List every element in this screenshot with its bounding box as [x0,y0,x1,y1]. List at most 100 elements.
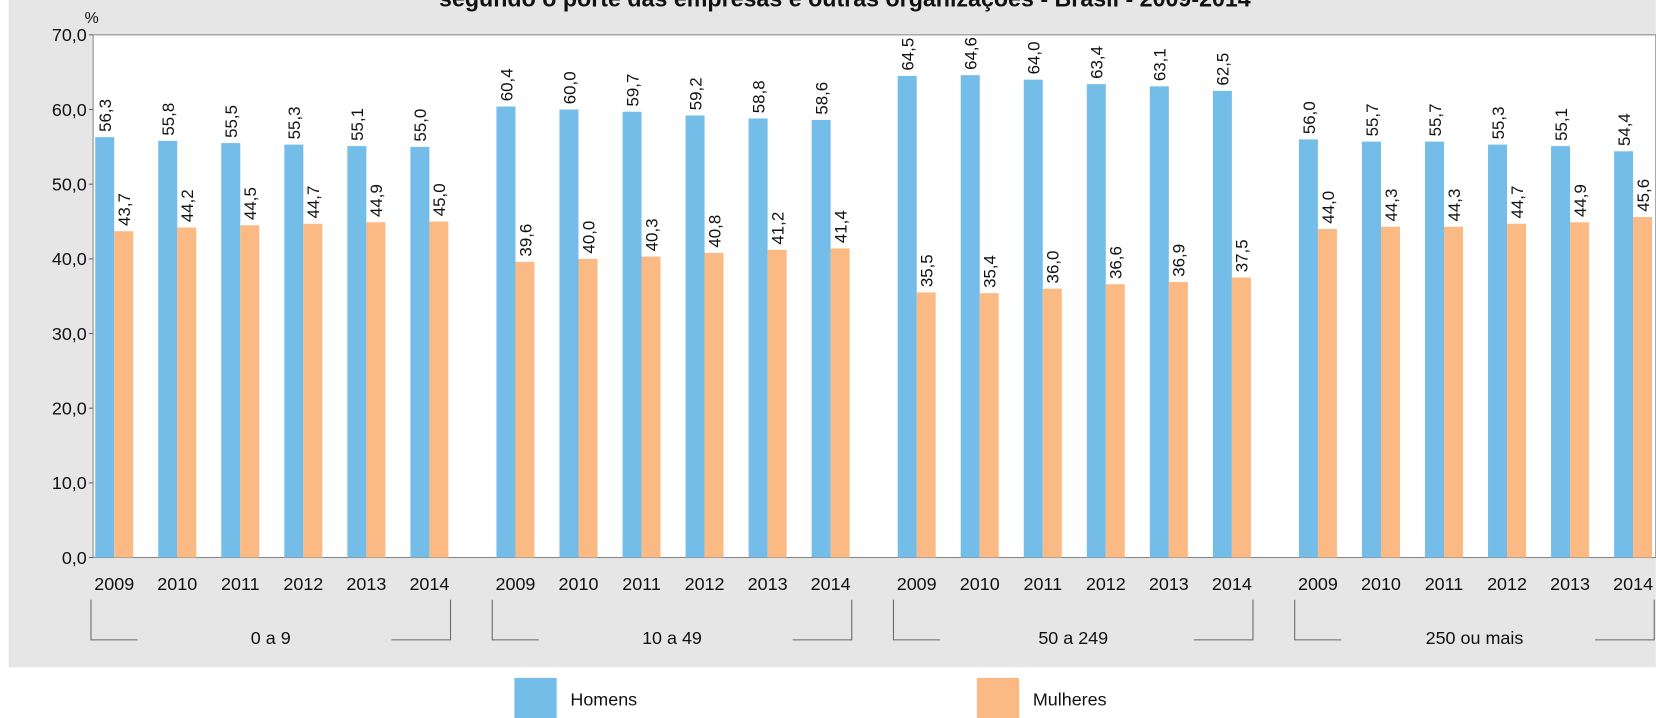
data-label: 44,5 [241,187,260,220]
bar [559,109,579,558]
bar [1633,217,1653,558]
group-bracket [90,599,452,641]
bar [1023,79,1043,558]
bar [1444,226,1464,558]
x-tick-label: 2014 [811,574,851,594]
data-label: 64,0 [1025,42,1044,75]
x-tick-label: 2012 [685,574,725,594]
x-tick-label: 2011 [1425,574,1464,594]
bar [515,261,535,558]
data-label: 35,5 [918,254,937,287]
bar [1507,223,1527,558]
bar [1212,90,1232,558]
data-label: 36,0 [1044,251,1063,284]
x-tick-label: 2012 [1487,574,1527,594]
bar [158,140,178,558]
bar [622,111,642,558]
data-label: 44,3 [1445,189,1464,222]
group-label: 0 a 9 [251,628,291,648]
data-label: 62,5 [1214,53,1233,86]
data-label: 55,8 [159,103,178,136]
bar [960,75,980,558]
data-label: 45,6 [1634,179,1653,212]
bar [685,115,705,558]
y-tick-label: 60,0 [52,100,87,120]
y-tick-label: 10,0 [52,473,87,493]
bar [1570,222,1590,558]
bar [1424,141,1445,558]
bar [704,252,724,558]
data-label: 63,1 [1151,48,1170,81]
data-label: 55,0 [411,109,430,142]
bar [1042,288,1062,558]
y-tick-label: 20,0 [52,399,87,419]
x-tick-label: 2012 [1086,574,1126,594]
legend-swatch [976,677,1020,718]
y-tick-label: 0,0 [62,548,87,568]
group-label: 50 a 249 [1038,628,1108,648]
x-tick-label: 2011 [622,574,661,594]
x-tick-label: 2009 [94,574,134,594]
x-tick-label: 2009 [897,574,937,594]
x-tick-label: 2011 [221,574,260,594]
data-label: 56,0 [1300,101,1319,134]
data-label: 58,6 [812,82,831,115]
data-label: 37,5 [1233,239,1252,272]
data-label: 40,0 [579,221,598,254]
chart-title: segundo o porte das empresas e outras or… [439,0,1251,11]
legend-swatch [514,677,557,718]
x-tick-label: 2012 [283,574,323,594]
data-label: 55,7 [1363,103,1382,136]
data-label: 44,3 [1382,189,1401,222]
legend-label: Homens [570,689,637,709]
data-label: 64,6 [962,37,981,70]
bar [811,119,831,558]
data-label: 43,7 [115,193,134,226]
bar [1231,277,1251,558]
group-label: 250 ou mais [1426,628,1524,648]
x-tick-label: 2014 [1212,574,1252,594]
x-tick-label: 2010 [157,574,197,594]
x-tick-label: 2010 [1361,574,1401,594]
data-label: 60,0 [560,71,579,104]
data-label: 59,7 [623,74,642,107]
legend-label: Mulheres [1033,689,1107,709]
data-label: 44,0 [1319,191,1338,224]
bar [1298,139,1318,558]
bar [1380,226,1400,558]
data-label: 60,4 [497,68,516,101]
data-label: 44,9 [367,184,386,217]
data-label: 59,2 [686,77,705,110]
data-label: 63,4 [1088,46,1107,79]
data-label: 55,3 [285,106,304,139]
y-tick-label: 70,0 [52,25,87,45]
data-label: 40,3 [642,218,661,251]
data-label: 55,1 [1552,108,1571,141]
bar [1551,146,1571,558]
x-tick-label: 2013 [748,574,788,594]
bar [1105,284,1125,558]
bar [240,225,260,558]
data-label: 44,7 [304,186,323,219]
bar [303,223,323,558]
bar [641,256,661,558]
x-tick-label: 2013 [1149,574,1189,594]
data-label: 36,6 [1107,246,1126,279]
bar [1168,281,1188,558]
data-label: 55,5 [222,105,241,138]
bar [1488,144,1508,558]
bar [410,146,430,558]
bar [578,258,598,558]
bar [95,137,115,558]
group-bracket [1294,599,1655,641]
bar [1086,84,1106,558]
data-label: 58,8 [749,80,768,113]
data-label: 39,6 [516,224,535,257]
data-label: 55,7 [1426,103,1445,136]
bar [979,293,999,558]
bar [830,248,850,558]
y-tick-label: 50,0 [52,175,87,195]
bar [177,227,197,558]
data-label: 44,2 [178,189,197,222]
